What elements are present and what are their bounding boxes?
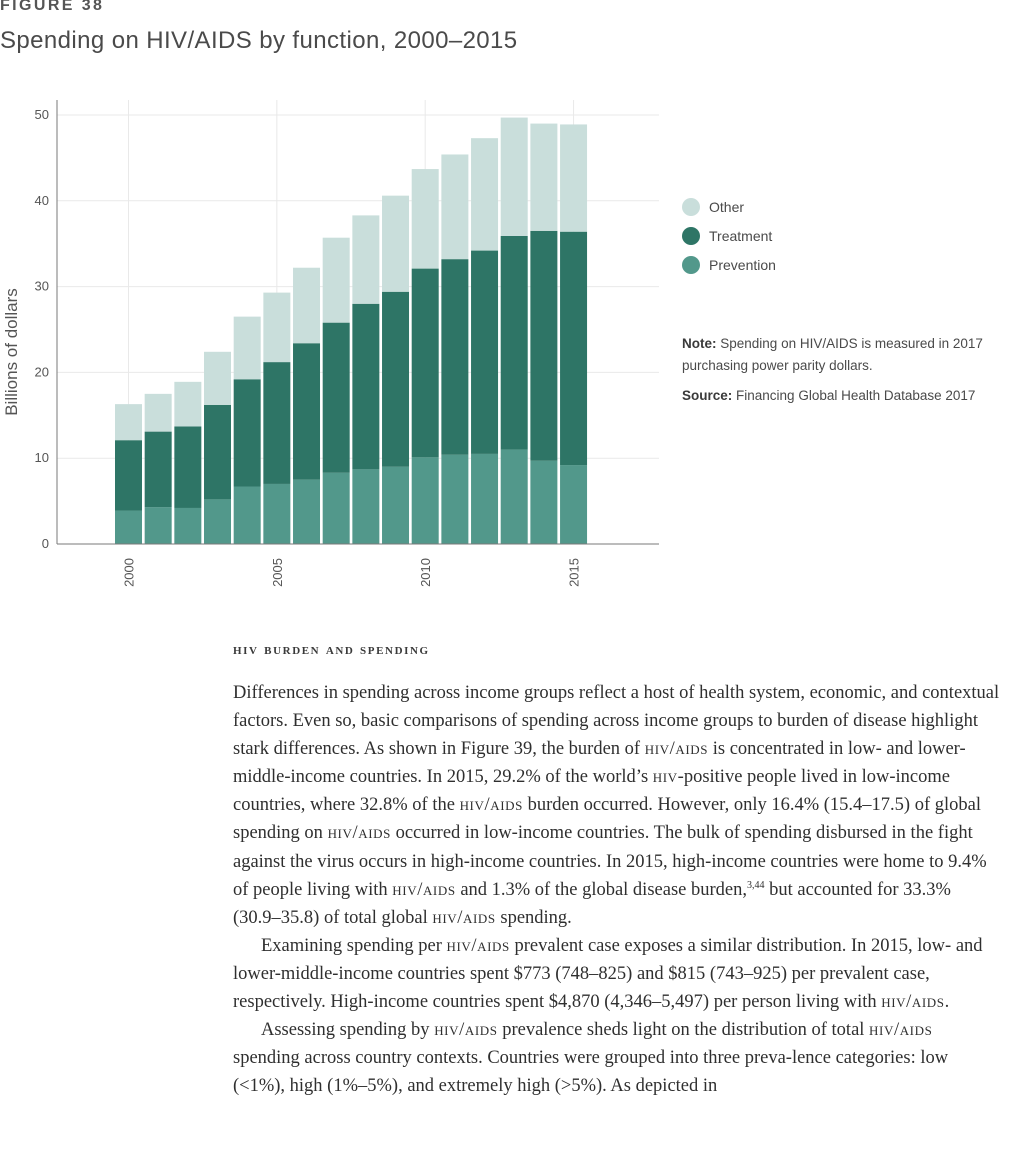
bar-treatment-2002	[174, 426, 202, 508]
y-tick-label: 30	[35, 279, 49, 294]
source: Source: Financing Global Health Database…	[682, 385, 1014, 407]
note-label: Note:	[682, 336, 717, 351]
bar-treatment-2015	[560, 231, 588, 466]
paragraph-2: Examining spending per HIV/AIDS prevalen…	[233, 935, 983, 1013]
bar-other-2006	[293, 267, 321, 344]
bar-treatment-2014	[530, 230, 558, 461]
bar-prevention-2009	[382, 466, 410, 544]
bar-treatment-2012	[471, 250, 499, 454]
bar-treatment-2013	[500, 235, 528, 450]
x-tick-label: 2010	[418, 558, 433, 587]
bar-other-2011	[441, 154, 469, 260]
stacked-bar-chart: 0 10 20 30 40 50 2000 2005 2010 2015 Billions of d…	[2, 100, 659, 587]
legend-label-prevention: Prevention	[709, 256, 776, 273]
y-tick-label: 10	[35, 450, 49, 465]
note: Note: Spending on HIV/AIDS is measured i…	[682, 333, 1014, 377]
x-tick-label: 2015	[567, 558, 582, 587]
bar-prevention-2006	[293, 479, 321, 544]
bar-other-2009	[382, 195, 410, 292]
legend-swatch-prevention	[682, 255, 700, 274]
bar-treatment-2000	[115, 440, 142, 511]
section-heading: HIV BURDEN AND SPENDING	[233, 641, 430, 658]
bar-prevention-2004	[233, 486, 261, 544]
y-tick-label: 40	[35, 193, 49, 208]
bar-treatment-2011	[441, 259, 469, 455]
bar-prevention-2012	[471, 453, 499, 544]
bar-prevention-2002	[174, 507, 202, 544]
bar-prevention-2001	[144, 507, 172, 544]
y-tick-label: 20	[35, 364, 49, 379]
y-tick-label: 0	[42, 536, 49, 551]
bar-prevention-2007	[322, 472, 350, 544]
source-label: Source:	[682, 388, 733, 403]
bar-other-2010	[411, 169, 439, 269]
legend-item-other: Other	[682, 192, 776, 221]
bar-other-2000	[115, 404, 142, 441]
bar-treatment-2008	[352, 303, 380, 470]
paragraph-3: Assessing spending by HIV/AIDS prevalenc…	[233, 1020, 949, 1097]
legend-swatch-other	[682, 197, 700, 216]
chart-notes: Note: Spending on HIV/AIDS is measured i…	[682, 333, 1014, 415]
bar-treatment-2007	[322, 322, 350, 473]
bar-treatment-2009	[382, 291, 410, 467]
bar-other-2003	[204, 351, 232, 406]
bar-prevention-2014	[530, 460, 558, 544]
bar-prevention-2005	[263, 483, 291, 544]
bar-prevention-2000	[115, 510, 142, 544]
legend-item-treatment: Treatment	[682, 221, 776, 250]
citation: 3,44	[746, 879, 765, 891]
figure-label: FIGURE 38	[0, 0, 105, 14]
bar-other-2007	[322, 237, 350, 323]
bar-other-2013	[500, 117, 528, 236]
legend-label-other: Other	[709, 198, 745, 215]
bar-other-2015	[560, 124, 588, 232]
y-tick-label: 50	[35, 107, 49, 122]
bar-prevention-2015	[560, 465, 588, 544]
bar-other-2005	[263, 292, 291, 363]
bar-treatment-2003	[204, 405, 232, 500]
note-text: Spending on HIV/AIDS is measured in 2017…	[682, 336, 983, 373]
bar-prevention-2013	[500, 449, 528, 544]
y-axis-label: Billions of dollars	[2, 288, 21, 416]
x-tick-label: 2005	[270, 558, 285, 587]
legend-swatch-treatment	[682, 226, 700, 245]
bar-other-2004	[233, 316, 261, 380]
bar-treatment-2006	[293, 343, 321, 480]
bar-other-2012	[471, 138, 499, 251]
body-text: Differences in spending across income gr…	[233, 679, 1003, 1100]
bar-treatment-2005	[263, 362, 291, 484]
bar-prevention-2011	[441, 454, 469, 544]
paragraph-1: Differences in spending across income gr…	[233, 683, 1000, 928]
bar-prevention-2003	[204, 499, 232, 544]
legend-item-prevention: Prevention	[682, 250, 776, 279]
bar-prevention-2010	[411, 457, 439, 544]
bar-other-2001	[144, 393, 172, 432]
bar-other-2008	[352, 215, 380, 304]
source-text: Financing Global Health Database 2017	[736, 388, 976, 403]
bar-prevention-2008	[352, 469, 380, 544]
bar-other-2014	[530, 123, 558, 231]
chart-legend: Other Treatment Prevention	[682, 192, 776, 279]
bar-treatment-2010	[411, 268, 439, 458]
x-tick-label: 2000	[122, 558, 137, 587]
legend-label-treatment: Treatment	[709, 227, 773, 244]
bar-treatment-2004	[233, 379, 261, 487]
bar-other-2002	[174, 381, 202, 427]
bar-treatment-2001	[144, 431, 172, 508]
figure-title: Spending on HIV/AIDS by function, 2000–2…	[0, 27, 518, 54]
